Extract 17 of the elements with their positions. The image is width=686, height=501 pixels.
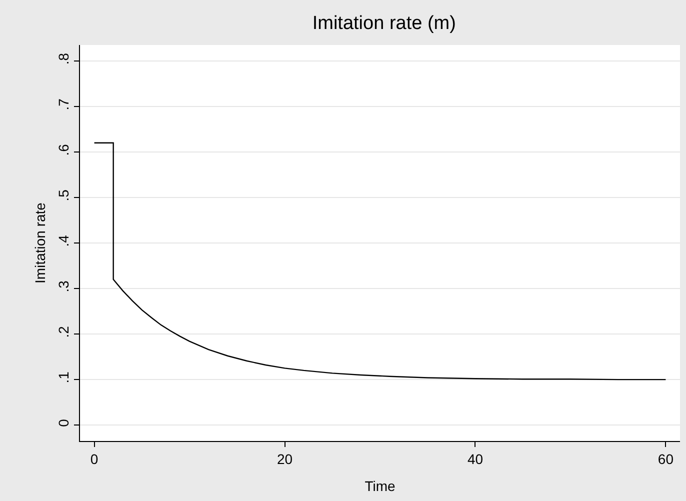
y-tick-label: .3 [55, 280, 72, 292]
y-tick-label: .4 [55, 234, 72, 247]
chart-title: Imitation rate (m) [312, 13, 456, 34]
x-tick-label: 60 [658, 450, 674, 467]
line-series [94, 142, 666, 380]
y-tick-label: .6 [55, 144, 72, 156]
x-tick-label: 0 [90, 450, 98, 467]
y-tick-label: .8 [55, 52, 72, 65]
y-tick-label: .2 [55, 326, 72, 338]
y-tick-label: 0 [55, 418, 72, 427]
x-axis-title: Time [364, 478, 396, 494]
y-tick-label: .1 [55, 371, 72, 384]
y-tick-label: .5 [55, 189, 72, 202]
x-tick-label: 40 [467, 450, 484, 467]
y-tick-label: .7 [55, 98, 72, 110]
y-axis-title: Imitation rate [32, 202, 48, 284]
x-tick-label: 20 [276, 450, 293, 467]
